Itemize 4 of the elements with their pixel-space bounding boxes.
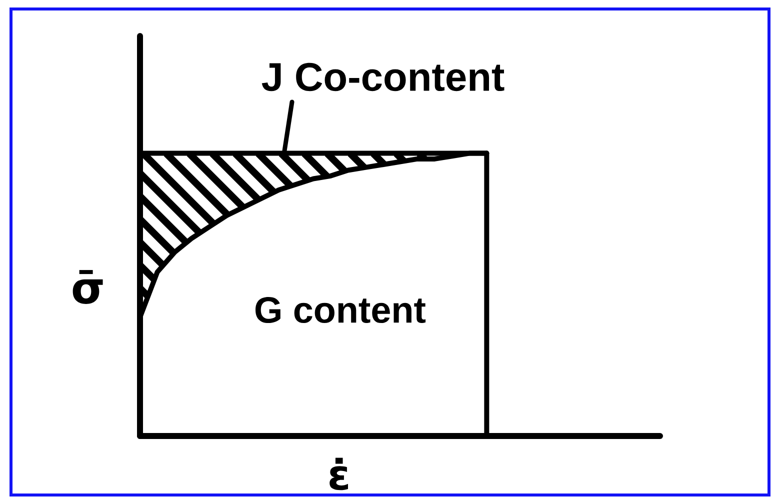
y-axis-title: σ̄	[72, 270, 103, 304]
annotation: G content	[256, 296, 426, 324]
text: J Co-content	[262, 62, 504, 92]
x-axis-title: ε̇	[330, 458, 348, 490]
